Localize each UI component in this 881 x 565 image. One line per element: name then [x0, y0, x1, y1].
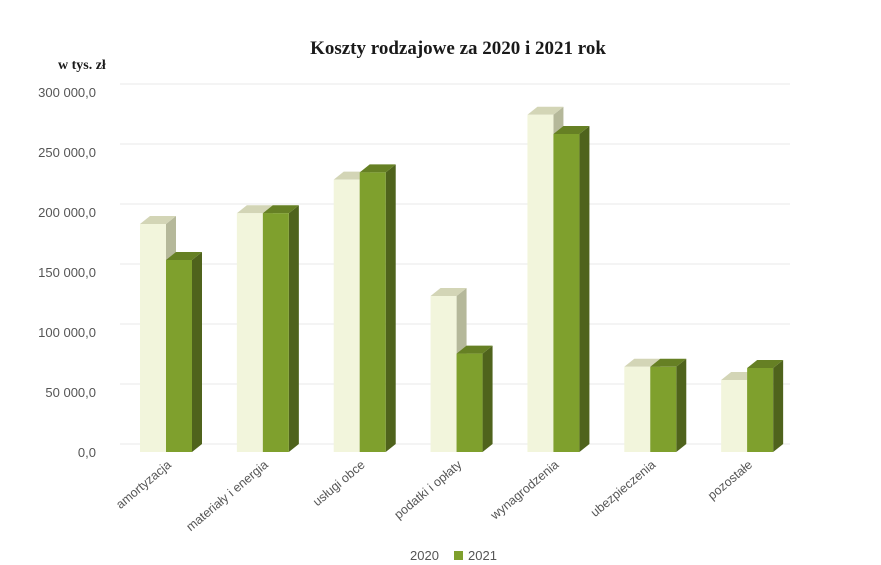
bar-2021-1	[262, 205, 299, 452]
bar-2021-3	[456, 345, 493, 452]
bar-front-face	[747, 368, 774, 452]
y-tick-label: 0,0	[78, 445, 96, 460]
bar-2021-2	[359, 164, 396, 452]
bar-side-face	[385, 164, 396, 452]
bar-top-face	[140, 216, 176, 224]
legend: 2020 2021	[410, 548, 497, 563]
bar-front-face	[166, 260, 192, 452]
bar-front-face	[333, 179, 360, 452]
bar-front-face	[236, 213, 263, 452]
bar-top-face	[527, 106, 564, 115]
y-axis-ticks: 0,0 50 000,0 100 000,0 150 000,0 200 000,0 25…	[38, 85, 96, 460]
y-tick-label: 200 000,0	[38, 205, 96, 220]
bar-2021-5	[650, 358, 687, 452]
bar-2021-6	[747, 360, 784, 452]
x-tick-label: pozostałe	[705, 458, 755, 503]
bar-side-face	[482, 345, 493, 452]
bar-front-face	[359, 172, 386, 452]
bar-top-face	[553, 126, 590, 134]
x-tick-label: wynagrodzenia	[487, 458, 561, 523]
bar-side-face	[773, 360, 784, 452]
x-tick-label: amortyzacja	[113, 458, 174, 512]
bar-front-face	[624, 366, 651, 452]
bar-top-face	[650, 358, 687, 367]
bars	[140, 106, 784, 453]
bar-side-face	[288, 205, 299, 452]
x-axis-ticks: amortyzacja materiały i energia usługi obc…	[113, 457, 755, 534]
y-tick-label: 150 000,0	[38, 265, 96, 280]
bar-top-face	[166, 252, 202, 260]
bar-front-face	[430, 296, 457, 452]
x-tick-label: materiały i energia	[184, 458, 271, 534]
bar-front-face	[262, 213, 289, 452]
bar-front-face	[527, 114, 554, 453]
legend-item-2020: 2020	[410, 548, 439, 563]
bar-top-face	[624, 358, 661, 367]
bar-top-face	[747, 360, 784, 368]
y-tick-label: 50 000,0	[45, 385, 96, 400]
bar-front-face	[650, 366, 677, 452]
chart-title: Koszty rodzajowe za 2020 i 2021 rok	[310, 38, 606, 59]
bar-top-face	[262, 205, 299, 214]
bar-side-face	[579, 126, 590, 452]
y-tick-label: 100 000,0	[38, 325, 96, 340]
legend-label: 2020	[410, 548, 439, 563]
y-axis-unit-label: w tys. zł	[58, 58, 106, 73]
legend-item-2021: 2021	[454, 548, 497, 563]
bar-top-face	[236, 205, 273, 214]
bar-top-face	[430, 288, 467, 296]
bar-front-face	[140, 224, 166, 452]
bar-side-face	[192, 252, 202, 452]
legend-swatch	[454, 551, 463, 560]
x-tick-label: ubezpieczenia	[588, 458, 658, 520]
bar-front-face	[456, 353, 483, 452]
bar-top-face	[456, 345, 493, 354]
y-tick-label: 250 000,0	[38, 145, 96, 160]
y-tick-label: 300 000,0	[38, 85, 96, 100]
legend-label: 2021	[468, 548, 497, 563]
bar-front-face	[721, 380, 748, 452]
x-tick-label: podatki i opłaty	[392, 457, 465, 522]
bar-2021-4	[553, 126, 590, 452]
bar-front-face	[553, 134, 580, 452]
x-tick-label: usługi obce	[310, 458, 367, 509]
bar-side-face	[676, 358, 687, 452]
bar-top-face	[359, 164, 396, 173]
bar-2021-0	[166, 252, 202, 452]
